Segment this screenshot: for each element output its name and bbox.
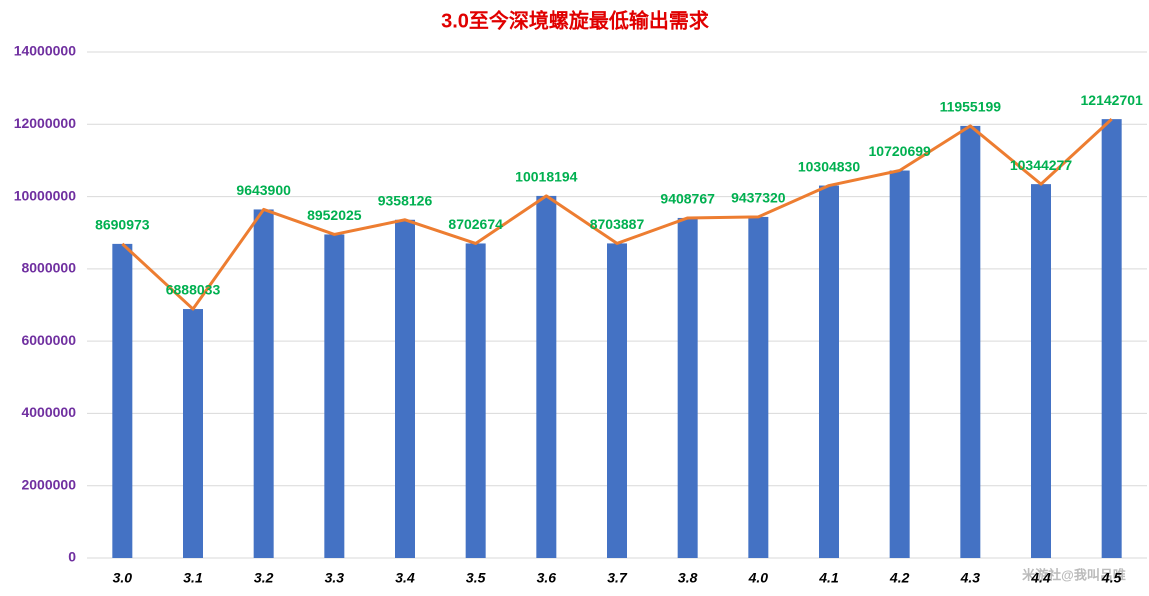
bar [748,216,769,558]
y-tick-label: 8000000 [21,260,76,276]
data-label: 10720699 [869,143,932,159]
x-tick-label: 4.0 [748,570,769,586]
bar [536,195,557,558]
x-tick-label: 4.5 [1101,570,1122,586]
bar [960,125,981,558]
bar [607,243,627,558]
data-label: 12142701 [1081,92,1144,108]
x-tick-label: 3.6 [537,570,557,586]
x-tick-label: 4.3 [960,570,981,586]
watermark: 米游社@我叫吕唯 [1022,567,1126,582]
x-tick-label: 4.2 [889,570,910,586]
y-tick-label: 4000000 [21,404,76,420]
bar [677,217,698,558]
data-label: 9643900 [236,182,291,198]
bar [395,219,415,559]
bar [183,309,203,558]
bar [112,243,133,558]
data-label: 8952025 [307,207,362,223]
x-tick-label: 3.0 [113,570,133,586]
chart-title: 3.0至今深境螺旋最低输出需求 [441,8,710,32]
trend-line [121,118,1113,311]
x-tick-label: 4.4 [1030,570,1051,586]
bar [324,234,345,558]
data-label: 10344277 [1010,157,1073,173]
x-tick-label: 3.5 [466,570,486,586]
bar [1031,184,1051,558]
data-label: 8702674 [448,216,503,232]
y-tick-label: 2000000 [21,476,76,492]
y-tick-label: 0 [68,549,76,565]
data-label: 9408767 [660,191,715,207]
data-label: 8703887 [590,216,645,232]
bar [1101,119,1122,559]
data-label: 9358126 [378,192,433,208]
data-label: 10304830 [798,158,861,174]
data-label: 8690973 [95,217,150,233]
bar [253,209,274,558]
x-tick-label: 3.2 [254,570,274,586]
x-tick-label: 3.3 [325,570,345,586]
data-label: 10018194 [515,169,578,185]
bar [889,170,910,558]
x-tick-label: 4.1 [818,570,839,586]
x-tick-label: 3.7 [607,570,628,586]
bar [819,185,839,558]
data-label: 6888033 [166,282,221,298]
data-label: 9437320 [731,190,786,206]
x-tick-label: 3.4 [395,570,415,586]
data-label: 11955199 [940,99,1002,115]
y-tick-label: 12000000 [14,115,77,131]
y-tick-label: 6000000 [21,332,76,348]
y-tick-label: 10000000 [14,187,77,203]
bar [465,243,486,558]
x-tick-label: 3.1 [183,570,203,586]
x-tick-label: 3.8 [678,570,698,586]
y-tick-label: 14000000 [14,43,77,59]
